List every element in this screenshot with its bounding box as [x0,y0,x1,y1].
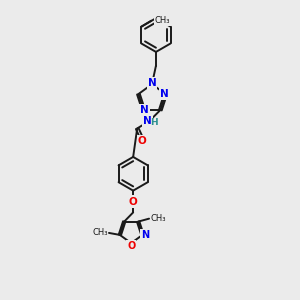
Text: N: N [141,230,149,240]
Text: O: O [129,196,137,206]
Text: CH₃: CH₃ [92,228,108,237]
Text: N: N [143,116,152,126]
Text: H: H [150,118,158,127]
Text: CH₃: CH₃ [155,16,170,25]
Text: O: O [127,241,135,250]
Text: N: N [140,105,149,115]
Text: O: O [138,136,146,146]
Text: N: N [148,78,156,88]
Text: N: N [160,89,169,99]
Text: CH₃: CH₃ [150,214,166,223]
